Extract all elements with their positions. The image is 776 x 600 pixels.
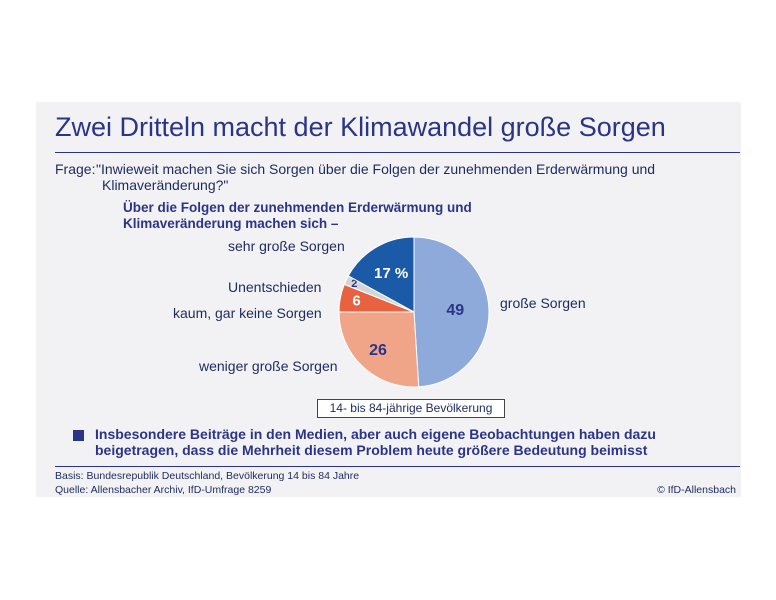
slice-label-unentschieden: Unentschieden	[228, 279, 322, 295]
slice-label-grosse-sorgen: große Sorgen	[500, 295, 586, 311]
note-line1: Insbesondere Beiträge in den Medien, abe…	[95, 426, 656, 442]
pie-value-label-4: 17 %	[374, 265, 408, 282]
question-text-line2: Klimaveränderung?"	[102, 177, 229, 193]
pie-slice-1	[338, 311, 420, 388]
survey-question: Frage:"Inwieweit machen Sie sich Sorgen …	[55, 161, 655, 193]
footer-divider	[55, 466, 740, 467]
chart-intro-line1: Über die Folgen der zunehmenden Erderwär…	[123, 200, 472, 215]
pie-value-label-2: 6	[352, 293, 360, 310]
note-line2: beigetragen, dass die Mehrheit diesem Pr…	[95, 442, 648, 458]
slice-label-sehr-grosse-sorgen: sehr große Sorgen	[228, 238, 345, 254]
footer-basis: Basis: Bundesrepublik Deutschland, Bevöl…	[55, 470, 360, 482]
footer-source: Quelle: Allensbacher Archiv, IfD-Umfrage…	[55, 484, 272, 496]
pie-value-label-3: 2	[351, 278, 357, 290]
pie-slice-0	[413, 236, 490, 388]
base-population-label: 14- bis 84-jährige Bevölkerung	[317, 399, 505, 418]
pie-value-label-0: 49	[446, 302, 464, 319]
pie-value-label-1: 26	[369, 342, 387, 359]
note-bullet-square	[73, 430, 84, 441]
question-label: Frage:	[55, 161, 96, 177]
footer-copyright: © IfD-Allensbach	[657, 484, 736, 496]
title-divider	[55, 152, 740, 153]
page-title: Zwei Dritteln macht der Klimawandel groß…	[55, 112, 666, 142]
slice-label-kaum-keine-sorgen: kaum, gar keine Sorgen	[173, 305, 322, 321]
key-finding-note: Insbesondere Beiträge in den Medien, abe…	[95, 426, 715, 458]
slice-label-weniger-grosse-sorgen: weniger große Sorgen	[199, 358, 338, 374]
chart-intro-line2: Klimaveränderung machen sich –	[123, 216, 339, 231]
chart-intro: Über die Folgen der zunehmenden Erderwär…	[123, 200, 523, 232]
question-text-line1: "Inwieweit machen Sie sich Sorgen über d…	[96, 161, 656, 177]
pie-slice-4	[347, 236, 415, 313]
